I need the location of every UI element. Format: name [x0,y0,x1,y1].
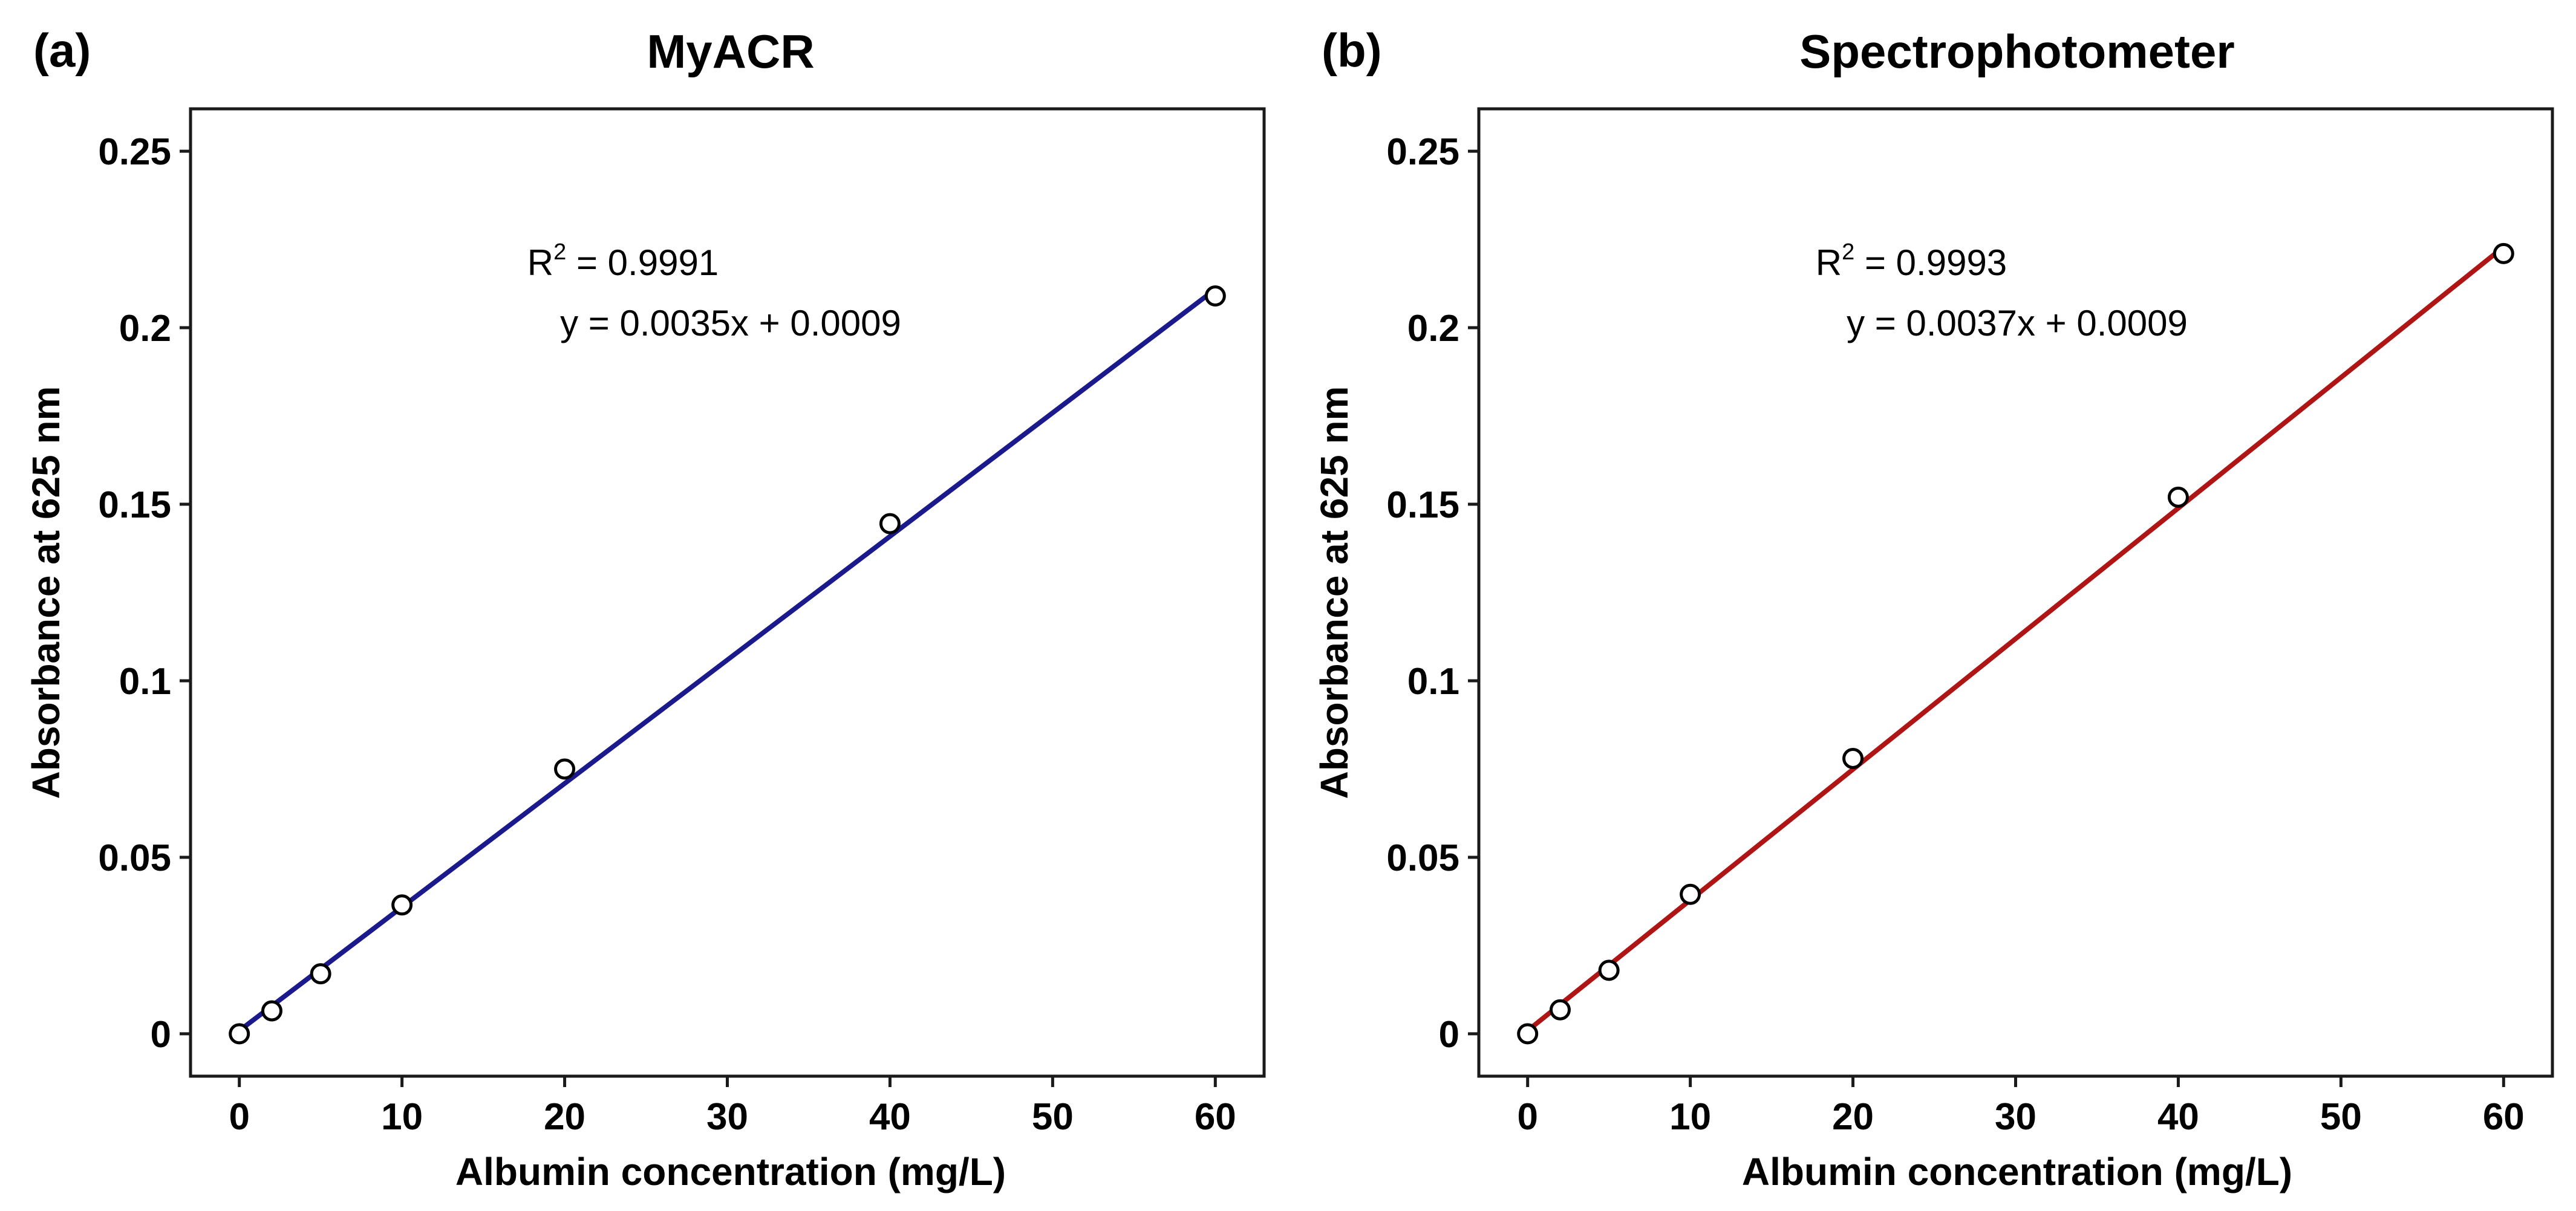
plot-frame [189,107,1266,1078]
x-axis: 0 10 20 30 40 50 60 [1517,1076,2525,1138]
chart-panel-a: (a) MyACR 0 0.05 0.1 0.15 0.2 0.25 0 10 20 30 40 5… [24,24,1266,1193]
y-tick-label: 0.25 [98,131,171,173]
plot-frame [1477,107,2554,1078]
data-point [2493,242,2514,264]
data-points [1517,242,2514,1045]
x-tick-label: 50 [2320,1096,2362,1138]
y-tick-label: 0.2 [1407,308,1459,349]
regression-equation: y = 0.0035x + 0.0009 [560,303,901,343]
y-tick-label: 0.05 [1386,837,1459,879]
r-squared-value: = 0.9991 [566,242,719,283]
data-point [1842,747,1864,769]
data-point [879,513,901,534]
y-tick-label: 0.15 [98,484,171,526]
data-point [229,1023,250,1045]
y-tick-label: 0.1 [1407,661,1459,703]
y-axis: 0 0.05 0.1 0.15 0.2 0.25 [1386,131,1479,1056]
data-point [554,758,576,780]
regression-line [238,287,1217,1033]
x-tick-label: 40 [869,1096,911,1138]
r-squared-symbol: R [527,242,553,283]
data-point [261,1000,282,1022]
x-tick-label: 60 [2483,1096,2525,1138]
x-tick-label: 20 [544,1096,585,1138]
x-tick-label: 50 [1032,1096,1074,1138]
panel-letter: (b) [1322,24,1382,77]
data-point [1204,285,1226,307]
r-squared-annotation: R2 = 0.9993 [1816,239,2007,283]
y-axis-label: Absorbance at 625 nm [1312,386,1356,799]
regression-equation: y = 0.0037x + 0.0009 [1847,303,2188,343]
y-tick-label: 0.2 [119,308,171,349]
x-tick-label: 10 [1669,1096,1711,1138]
r-squared-symbol: R [1816,242,1842,283]
chart-title: MyACR [647,25,814,78]
x-tick-label: 60 [1195,1096,1236,1138]
x-axis-label: Albumin concentration (mg/L) [455,1150,1006,1193]
x-axis-label: Albumin concentration (mg/L) [1742,1150,2292,1193]
y-tick-label: 0 [1439,1014,1459,1056]
data-point [391,894,413,916]
data-point [1517,1023,1539,1045]
r-squared-superscript: 2 [553,239,566,265]
data-point [2167,486,2189,508]
data-point [310,963,331,985]
chart-title: Spectrophotometer [1799,25,2234,78]
x-tick-label: 0 [229,1096,249,1138]
x-tick-label: 40 [2157,1096,2199,1138]
chart-panel-b: (b) Spectrophotometer 0 0.05 0.1 0.15 0.2 0.2… [1312,24,2554,1193]
r-squared-superscript: 2 [1842,239,1854,265]
r-squared-annotation: R2 = 0.9991 [527,239,719,283]
x-tick-label: 30 [1995,1096,2036,1138]
regression-line [1526,245,2505,1033]
y-tick-label: 0.25 [1386,131,1459,173]
data-points [229,285,1226,1045]
data-point [1598,959,1620,981]
x-tick-label: 0 [1517,1096,1537,1138]
x-tick-label: 30 [706,1096,748,1138]
y-axis-label: Absorbance at 625 nm [24,386,68,799]
y-tick-label: 0 [151,1014,171,1056]
x-tick-label: 20 [1832,1096,1874,1138]
data-point [1549,999,1571,1021]
x-tick-label: 10 [381,1096,423,1138]
y-tick-label: 0.1 [119,661,171,703]
y-axis: 0 0.05 0.1 0.15 0.2 0.25 [98,131,191,1056]
x-axis: 0 10 20 30 40 50 60 [229,1076,1236,1138]
r-squared-value: = 0.9993 [1854,242,2007,283]
y-tick-label: 0.15 [1386,484,1459,526]
panel-letter: (a) [33,24,91,77]
data-point [1680,883,1701,905]
y-tick-label: 0.05 [98,837,171,879]
